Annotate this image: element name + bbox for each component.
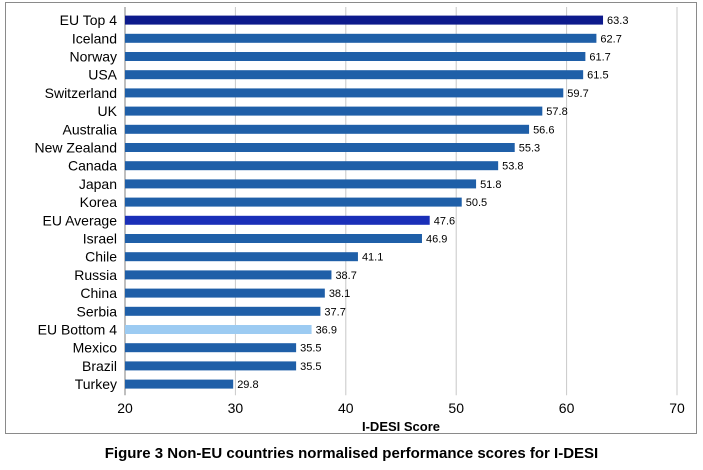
category-label: China [80, 285, 117, 301]
bar [125, 179, 477, 189]
bar [125, 361, 297, 371]
category-label: Serbia [77, 303, 118, 319]
value-label: 35.5 [300, 343, 321, 355]
category-label: Norway [70, 49, 117, 65]
category-label: Chile [85, 249, 117, 265]
value-label: 56.6 [533, 124, 554, 136]
value-label: 55.3 [519, 143, 540, 155]
category-label: Israel [83, 231, 117, 247]
bar [125, 325, 312, 334]
category-label: Switzerland [45, 85, 117, 101]
value-label: 47.6 [434, 215, 455, 227]
bar [125, 161, 499, 171]
bar [125, 234, 422, 243]
category-label: Australia [63, 121, 118, 137]
bar [125, 252, 358, 262]
value-label: 38.7 [335, 270, 356, 282]
value-label: 41.1 [362, 252, 383, 264]
bar [125, 197, 462, 207]
x-tick-label: 30 [228, 400, 244, 416]
bar [125, 88, 564, 98]
category-labels: EU Top 4 Iceland Norway USA Switzerland UK Aus… [35, 12, 118, 392]
bar [125, 270, 332, 280]
value-label: 53.8 [502, 161, 523, 173]
bar [125, 343, 297, 353]
value-labels: 63.3 62.7 61.7 61.5 59.757.8 56.6 55.3 53.851.8… [237, 15, 628, 391]
value-label: 57.8 [546, 106, 567, 118]
bar [125, 70, 584, 80]
value-label: 29.8 [237, 379, 258, 391]
value-label: 35.5 [300, 361, 321, 373]
bars [125, 15, 604, 389]
category-label: Turkey [75, 376, 117, 392]
x-tick-label: 20 [117, 400, 133, 416]
category-label: USA [88, 67, 117, 83]
category-label: New Zealand [35, 140, 118, 156]
bar [125, 106, 543, 116]
chart-frame: EU Top 4 Iceland Norway USA Switzerland UK Aus… [5, 2, 697, 434]
category-label: Iceland [72, 30, 117, 46]
value-label: 61.7 [589, 52, 610, 64]
x-axis-title: I-DESI Score [362, 419, 440, 433]
value-label: 61.5 [587, 70, 608, 82]
value-label: 63.3 [607, 15, 628, 27]
category-label: Japan [79, 176, 117, 192]
value-label: 37.7 [324, 306, 345, 318]
category-label: Mexico [73, 340, 118, 356]
bar [125, 52, 586, 61]
category-label: Russia [74, 267, 117, 283]
bar [125, 306, 321, 316]
x-tick-label: 60 [559, 400, 575, 416]
figure-caption: Figure 3 Non-EU countries normalised per… [104, 445, 599, 462]
value-label: 59.7 [567, 88, 588, 100]
value-label: 38.1 [329, 288, 350, 300]
category-label: Korea [80, 194, 118, 210]
category-label: Brazil [82, 358, 117, 374]
bar [125, 215, 430, 225]
bar [125, 143, 515, 152]
bar-chart: EU Top 4 Iceland Norway USA Switzerland UK Aus… [35, 7, 685, 433]
category-label: EU Bottom 4 [38, 322, 118, 338]
bar [125, 15, 604, 25]
value-label: 50.5 [466, 197, 487, 209]
value-label: 51.8 [480, 179, 501, 191]
bar [125, 379, 234, 389]
value-label: 46.9 [426, 234, 447, 246]
bar [125, 124, 530, 134]
value-label: 36.9 [316, 325, 337, 337]
x-tick-label: 40 [338, 400, 354, 416]
category-label: EU Top 4 [60, 12, 118, 28]
category-label: UK [98, 103, 118, 119]
value-label: 62.7 [600, 33, 621, 45]
x-tick-labels: 20 30 40 50 60 70 [117, 400, 685, 416]
x-tick-label: 70 [669, 400, 685, 416]
x-tick-label: 50 [448, 400, 464, 416]
bar [125, 33, 597, 43]
bar [125, 288, 325, 298]
category-label: Canada [68, 158, 117, 174]
category-label: EU Average [43, 212, 118, 228]
